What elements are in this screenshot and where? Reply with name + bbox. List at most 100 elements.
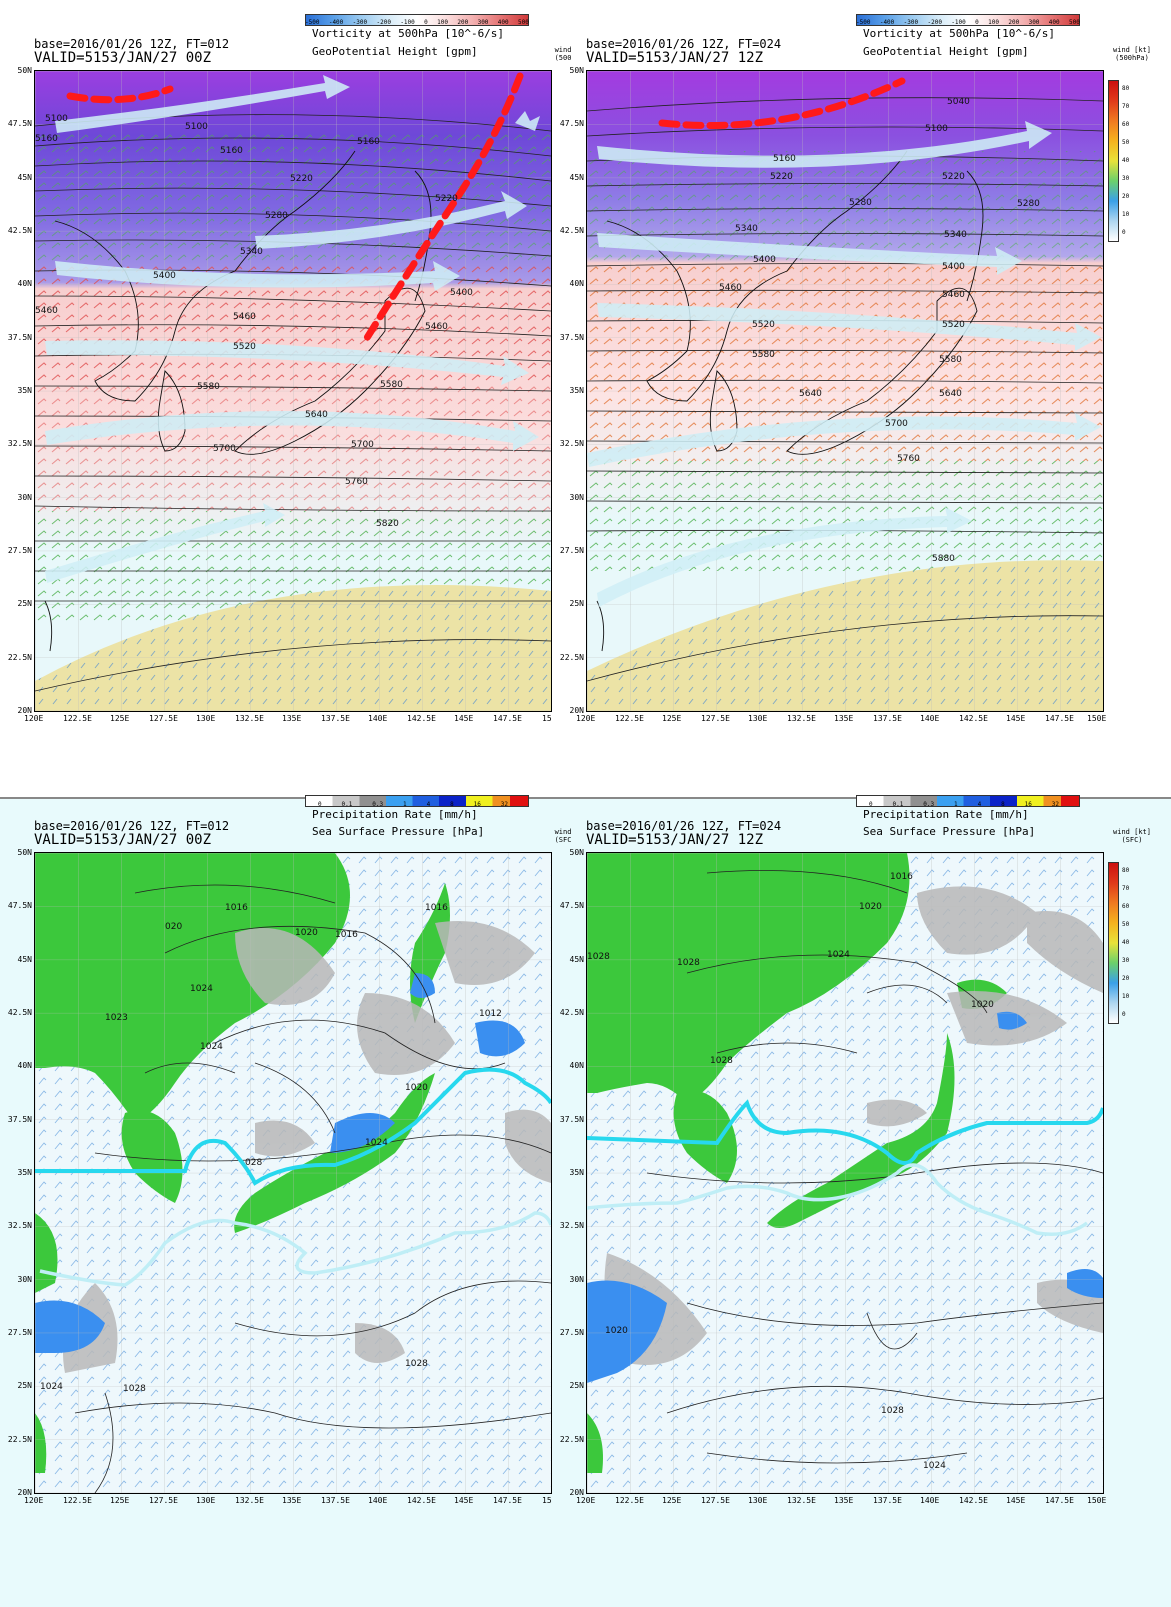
lat-labels: 50N 47.5N 45N 42.5N 40N 37.5N 35N 32.5N …	[7, 848, 32, 1497]
svg-text:1024: 1024	[190, 984, 213, 994]
svg-text:5700: 5700	[351, 440, 374, 450]
svg-text:5220: 5220	[770, 172, 793, 182]
base-time: base=2016/01/26 12Z, FT=012	[34, 37, 230, 51]
lat-labels: 50N 47.5N 45N 42.5N 40N 37.5N 35N 32.5N …	[559, 66, 584, 715]
svg-text:1020: 1020	[295, 928, 318, 938]
colorbar-title: Vorticity at 500hPa [10^-6/s]	[312, 27, 505, 40]
colorbar-title: Precipitation Rate [mm/h]	[312, 808, 478, 821]
svg-text:5100: 5100	[45, 114, 68, 124]
svg-text:5100: 5100	[925, 124, 948, 134]
contour-labels: 5040 5100 5160 5220 5280 5220 5280 5340 …	[719, 97, 1040, 564]
svg-text:5160: 5160	[35, 134, 58, 144]
svg-text:5640: 5640	[305, 410, 328, 420]
vorticity-map-svg: 5100 5160 5100 5160 5160 5220 5280 5220 …	[35, 71, 551, 711]
svg-text:5040: 5040	[947, 97, 970, 107]
map-area: 5100 5160 5100 5160 5160 5220 5280 5220 …	[34, 70, 552, 712]
contour-title: GeoPotential Height [gpm]	[863, 45, 1029, 58]
svg-text:5820: 5820	[376, 519, 399, 529]
svg-text:5580: 5580	[380, 380, 403, 390]
contour-labels: 5100 5160 5100 5160 5160 5220 5280 5220 …	[35, 114, 473, 529]
panel-upper-left: -500 -400 -300 -200 -100 0 100 200 300 400 500 Vor…	[0, 0, 580, 760]
contour-title: Sea Surface Pressure [hPa]	[312, 825, 485, 838]
svg-text:5340: 5340	[944, 230, 967, 240]
svg-text:1012: 1012	[479, 1009, 502, 1019]
stationary-front	[35, 1067, 551, 1186]
svg-text:5460: 5460	[425, 322, 448, 332]
colorbar-ticks: 0 0.1 0.3 1 4 8 16 32	[869, 801, 1059, 808]
svg-text:1016: 1016	[335, 930, 358, 940]
svg-text:028: 028	[245, 1158, 262, 1168]
svg-text:5280: 5280	[265, 211, 288, 221]
svg-text:5760: 5760	[897, 454, 920, 464]
wind-speed-colorbar	[1108, 80, 1119, 242]
svg-text:1028: 1028	[881, 1406, 904, 1416]
svg-text:5220: 5220	[942, 172, 965, 182]
svg-text:1028: 1028	[405, 1359, 428, 1369]
svg-text:5700: 5700	[213, 444, 236, 454]
svg-text:5880: 5880	[932, 554, 955, 564]
svg-text:1016: 1016	[225, 903, 248, 913]
base-time: base=2016/01/26 12Z, FT=024	[586, 37, 782, 51]
secondary-front	[39, 1211, 551, 1287]
svg-text:5160: 5160	[220, 146, 243, 156]
svg-text:1016: 1016	[890, 872, 913, 882]
section-divider	[0, 797, 1171, 799]
svg-text:1024: 1024	[827, 950, 850, 960]
svg-text:5400: 5400	[753, 255, 776, 265]
svg-text:5100: 5100	[185, 122, 208, 132]
svg-text:5220: 5220	[435, 194, 458, 204]
contour-title: GeoPotential Height [gpm]	[312, 45, 478, 58]
svg-text:5580: 5580	[939, 355, 962, 365]
colorbar-ticks: -500 -400 -300 -200 -100 0 100 200 300 400 500	[305, 19, 529, 26]
svg-text:5400: 5400	[450, 288, 473, 298]
contour-labels: 1016 1020 1028 1024 1028 1020 1028 1020 …	[587, 872, 994, 1471]
wind-unit: wind (SFC	[554, 828, 572, 844]
panel-lower-left: 0 0.1 0.3 1 4 8 16 32 Precipitation Rate [mm/h]…	[0, 795, 580, 1600]
svg-text:5340: 5340	[240, 247, 263, 257]
svg-text:5460: 5460	[719, 283, 742, 293]
vorticity-colorbar	[856, 14, 1080, 26]
lat-labels: 50N 47.5N 45N 42.5N 40N 37.5N 35N 32.5N …	[559, 848, 584, 1497]
svg-text:5460: 5460	[233, 312, 256, 322]
svg-text:5760: 5760	[345, 477, 368, 487]
stationary-front	[587, 1099, 1103, 1165]
contour-title: Sea Surface Pressure [hPa]	[863, 825, 1036, 838]
pressure-contours	[74, 884, 551, 1493]
colorbar-ticks: 0 0.1 0.3 1 4 8 16 32	[318, 801, 508, 808]
svg-text:5580: 5580	[197, 382, 220, 392]
precipitation-map-svg: 1016 020 1020 1016 1016 1024 1023 1024 1…	[35, 853, 551, 1493]
panel-lower-right: 0 0.1 0.3 1 4 8 16 32 Precipitation Rate [mm/h]…	[551, 795, 1171, 1600]
svg-text:5160: 5160	[357, 137, 380, 147]
svg-text:1024: 1024	[40, 1382, 63, 1392]
precipitation-colorbar	[305, 795, 529, 807]
valid-time: VALID=5153/JAN/27 12Z	[586, 50, 764, 66]
svg-text:1024: 1024	[923, 1461, 946, 1471]
svg-text:5280: 5280	[1017, 199, 1040, 209]
svg-text:5520: 5520	[233, 342, 256, 352]
svg-text:1024: 1024	[200, 1042, 223, 1052]
jet-stream-arrows	[45, 75, 540, 583]
svg-text:5640: 5640	[799, 389, 822, 399]
pressure-contours	[646, 870, 1103, 1464]
map-area: 5040 5100 5160 5220 5280 5220 5280 5340 …	[586, 70, 1104, 712]
svg-text:5400: 5400	[153, 271, 176, 281]
map-area: 1016 020 1020 1016 1016 1024 1023 1024 1…	[34, 852, 552, 1494]
valid-time: VALID=5153/JAN/27 12Z	[586, 832, 764, 848]
svg-text:5400: 5400	[942, 262, 965, 272]
svg-text:5220: 5220	[290, 174, 313, 184]
svg-text:5160: 5160	[773, 154, 796, 164]
svg-text:020: 020	[165, 922, 182, 932]
svg-text:1016: 1016	[425, 903, 448, 913]
colorbar-title: Vorticity at 500hPa [10^-6/s]	[863, 27, 1056, 40]
svg-text:1020: 1020	[605, 1326, 628, 1336]
svg-text:1028: 1028	[677, 958, 700, 968]
svg-text:5280: 5280	[849, 198, 872, 208]
jet-stream-arrows	[587, 121, 1101, 607]
svg-text:5580: 5580	[752, 350, 775, 360]
vorticity-colorbar	[305, 14, 529, 26]
svg-text:5700: 5700	[885, 419, 908, 429]
svg-text:5460: 5460	[35, 306, 58, 316]
svg-text:1020: 1020	[859, 902, 882, 912]
svg-text:5460: 5460	[942, 290, 965, 300]
wind-unit: wind [kt] (SFC)	[1113, 828, 1151, 844]
